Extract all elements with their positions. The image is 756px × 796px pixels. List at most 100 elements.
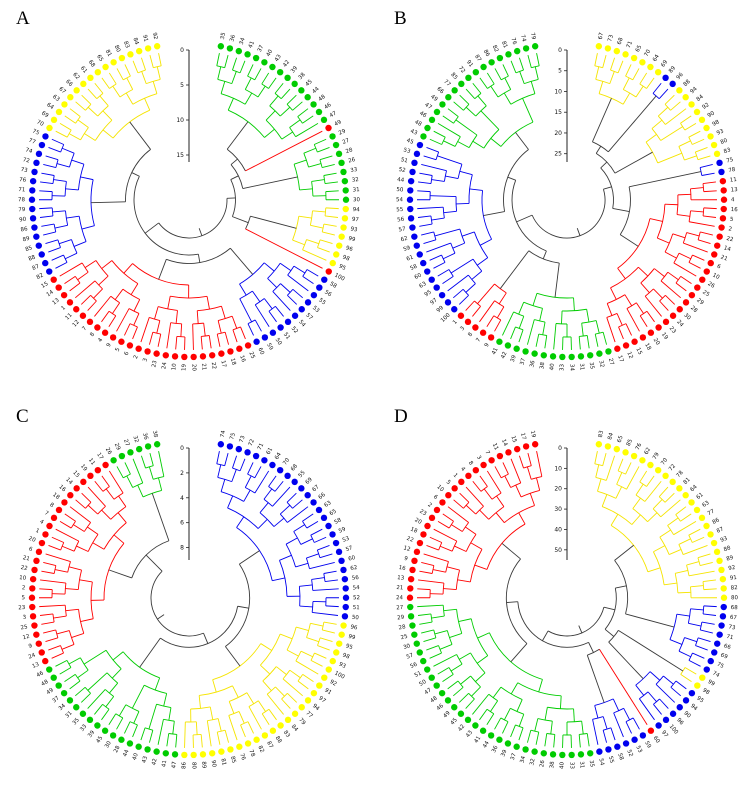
svg-text:13: 13 xyxy=(397,575,405,582)
svg-text:89: 89 xyxy=(726,555,735,563)
svg-text:46: 46 xyxy=(323,102,333,111)
panel-label-a: A xyxy=(16,8,30,29)
svg-text:84: 84 xyxy=(131,37,139,46)
svg-text:56: 56 xyxy=(352,575,360,582)
svg-text:53: 53 xyxy=(634,745,643,754)
svg-text:25: 25 xyxy=(701,289,711,298)
svg-text:51: 51 xyxy=(353,605,360,611)
svg-text:19: 19 xyxy=(660,332,669,342)
svg-text:81: 81 xyxy=(219,758,226,766)
svg-text:62: 62 xyxy=(71,72,80,81)
svg-text:22: 22 xyxy=(726,236,734,243)
svg-text:15: 15 xyxy=(176,152,184,159)
svg-text:51: 51 xyxy=(400,157,408,164)
svg-text:94: 94 xyxy=(311,703,321,712)
svg-text:67: 67 xyxy=(598,32,605,41)
svg-text:44: 44 xyxy=(311,86,321,95)
svg-text:42: 42 xyxy=(457,724,466,733)
svg-text:73: 73 xyxy=(239,435,247,444)
svg-text:78: 78 xyxy=(18,197,26,203)
svg-text:58: 58 xyxy=(616,753,624,762)
svg-text:97: 97 xyxy=(429,297,439,306)
svg-text:86: 86 xyxy=(20,226,28,233)
svg-text:54: 54 xyxy=(396,197,404,203)
svg-text:26: 26 xyxy=(104,447,113,456)
svg-text:90: 90 xyxy=(682,710,692,720)
svg-text:0: 0 xyxy=(558,47,562,54)
svg-text:61: 61 xyxy=(406,255,415,263)
svg-text:2: 2 xyxy=(180,470,184,477)
svg-text:38: 38 xyxy=(298,71,307,81)
svg-text:86: 86 xyxy=(712,517,721,526)
svg-text:56: 56 xyxy=(397,217,405,224)
svg-text:85: 85 xyxy=(626,438,634,447)
svg-text:90: 90 xyxy=(707,110,717,119)
svg-text:71: 71 xyxy=(626,40,634,49)
svg-text:31: 31 xyxy=(353,187,360,193)
svg-text:90: 90 xyxy=(19,217,27,224)
svg-text:43: 43 xyxy=(141,755,149,764)
svg-text:17: 17 xyxy=(219,360,226,369)
svg-text:11: 11 xyxy=(64,312,73,321)
svg-text:12: 12 xyxy=(22,634,30,641)
svg-text:82: 82 xyxy=(731,585,738,591)
svg-text:72: 72 xyxy=(668,463,677,472)
svg-text:48: 48 xyxy=(40,679,50,688)
svg-text:57: 57 xyxy=(345,545,354,553)
svg-text:32: 32 xyxy=(597,360,604,368)
svg-text:89: 89 xyxy=(22,236,31,244)
svg-text:91: 91 xyxy=(465,59,474,68)
svg-text:53: 53 xyxy=(311,305,321,314)
svg-text:58: 58 xyxy=(329,281,339,290)
svg-text:68: 68 xyxy=(617,37,625,46)
svg-text:44: 44 xyxy=(397,177,405,184)
svg-text:39: 39 xyxy=(87,729,96,739)
svg-text:40: 40 xyxy=(559,761,565,769)
svg-text:51: 51 xyxy=(282,332,291,341)
svg-text:5: 5 xyxy=(558,68,562,75)
svg-text:59: 59 xyxy=(338,526,347,535)
svg-text:21: 21 xyxy=(720,255,729,263)
svg-text:6: 6 xyxy=(124,351,131,357)
svg-text:86: 86 xyxy=(482,49,491,58)
svg-text:84: 84 xyxy=(696,94,706,103)
svg-text:71: 71 xyxy=(726,634,734,641)
svg-text:74: 74 xyxy=(519,34,527,43)
svg-text:94: 94 xyxy=(689,86,699,95)
svg-text:13: 13 xyxy=(731,187,739,193)
svg-text:78: 78 xyxy=(728,167,736,174)
panel-c: C 0 2 4 6 8 74 75 73 72 71 61 64 70 68 55 69 67 66 63 65 58 5… xyxy=(0,398,378,796)
svg-text:99: 99 xyxy=(348,634,357,642)
svg-text:32: 32 xyxy=(131,435,139,444)
svg-text:17: 17 xyxy=(519,432,527,441)
svg-text:57: 57 xyxy=(398,226,406,233)
svg-text:10: 10 xyxy=(176,117,184,124)
svg-text:99: 99 xyxy=(707,679,717,688)
svg-text:69: 69 xyxy=(720,653,729,661)
svg-text:3: 3 xyxy=(459,325,466,332)
svg-text:84: 84 xyxy=(290,724,299,734)
svg-text:26: 26 xyxy=(539,759,546,767)
svg-text:96: 96 xyxy=(350,624,358,631)
svg-text:20: 20 xyxy=(413,517,422,526)
svg-text:46: 46 xyxy=(436,703,446,712)
svg-text:9: 9 xyxy=(106,342,113,348)
svg-text:76: 76 xyxy=(238,753,246,762)
svg-text:7: 7 xyxy=(43,510,50,517)
svg-text:33: 33 xyxy=(559,363,565,371)
svg-text:35: 35 xyxy=(72,717,81,727)
svg-text:38: 38 xyxy=(549,761,556,769)
svg-text:24: 24 xyxy=(161,361,168,369)
svg-text:2: 2 xyxy=(426,502,432,509)
svg-text:100: 100 xyxy=(440,312,452,324)
svg-text:21: 21 xyxy=(22,555,30,562)
svg-text:68: 68 xyxy=(731,605,739,611)
svg-text:81: 81 xyxy=(683,477,692,486)
svg-text:30: 30 xyxy=(554,506,562,513)
svg-text:18: 18 xyxy=(409,526,418,535)
svg-text:23: 23 xyxy=(418,509,428,518)
svg-text:28: 28 xyxy=(689,305,699,314)
